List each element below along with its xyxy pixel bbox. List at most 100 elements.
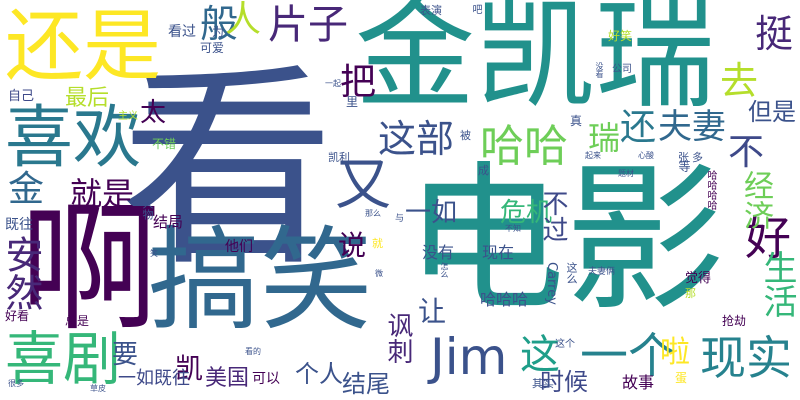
word-biaoyan: 表演 (420, 4, 442, 17)
word-kai: 凯 (175, 352, 204, 385)
word-gaoxiao: 搞笑 (148, 216, 372, 346)
word-fuqi: 夫妻 (658, 107, 726, 147)
word-jiushi: 就是 (70, 175, 135, 213)
word-haishi: 还是 (5, 2, 162, 92)
word-zhang: 张 (678, 151, 689, 164)
word-ren: 人 (225, 0, 262, 40)
word-shuo: 说 (338, 229, 367, 262)
word-fengci: 讽刺 (383, 312, 413, 364)
word-kan: 看 (120, 44, 335, 295)
word-yao: 要 (112, 340, 139, 370)
word-hahahaha: 哈哈哈哈 (705, 170, 716, 210)
word-duo: 多 (692, 151, 703, 164)
word-rui: 瑞 (588, 119, 621, 157)
word-dan: 蛋 (675, 371, 688, 385)
word-zhen: 真 (570, 114, 583, 128)
word-jim: Jim (430, 328, 508, 386)
word-yirujiwang: 一如既往 (118, 368, 190, 389)
word-xiao: 笑 (150, 249, 158, 258)
word-danshi: 但是 (748, 98, 796, 126)
word-rang: 让 (418, 295, 447, 328)
word-yige: 一个 (580, 328, 677, 384)
word-xihuan: 喜欢 (5, 99, 142, 178)
word-zongshi: 总是 (65, 314, 90, 328)
word-la: 啦 (660, 335, 690, 370)
word-hao: 好 (745, 211, 791, 265)
word-buguo: 不过 (538, 190, 568, 242)
word-ziji: 自己 (8, 89, 35, 104)
word-tamen: 他们 (225, 239, 253, 255)
word-meiyou: 没有 (422, 243, 455, 262)
word-cheng: 成 (478, 164, 489, 177)
word-jiwang: 既往 (5, 217, 33, 233)
word-xianshi: 现实 (700, 331, 792, 385)
word-zenme: 怎么 (440, 262, 449, 278)
word-haha: 哈哈 (480, 121, 568, 172)
word-qilai: 起来 (585, 151, 601, 160)
word-buzhi: 不知 (505, 224, 521, 233)
word-qu: 去 (720, 59, 759, 103)
word-dianying: 电影 (405, 146, 726, 333)
word-renwu: 人物 (141, 198, 154, 220)
word-deng: 等 (677, 160, 691, 172)
word-zhebu: 这部 (378, 117, 455, 161)
word-caopi: 草皮 (90, 384, 106, 393)
word-weiji: 危机 (500, 198, 553, 228)
word-shenghuo: 生活 (757, 250, 797, 318)
word-shihou: 时候 (540, 368, 588, 396)
word-zuihou: 最后 (65, 86, 110, 111)
word-jin: 金 (8, 169, 45, 210)
word-zhuyi: 主义 (118, 111, 138, 122)
word-ba: 把 (340, 62, 377, 103)
word-qishi: 其实 (532, 377, 554, 390)
word-yiqi: 一起 (325, 79, 341, 88)
word-name: 那么 (365, 209, 381, 218)
word-yu: 与 (395, 214, 405, 224)
word-a: 啊 (20, 188, 161, 351)
word-jieju: 结局 (153, 213, 184, 231)
word-jingji: 经济 (738, 170, 773, 230)
word-na: 那 (685, 287, 696, 300)
word-haoxiao: 好笑 (608, 29, 633, 43)
word-qiangjie: 抢劫 (722, 314, 747, 328)
word-zhe: 这 (520, 332, 560, 378)
word-zheme: 这么 (565, 262, 578, 284)
word-jiewei: 结尾 (342, 370, 390, 398)
word-zhege: 这个 (555, 339, 575, 350)
word-haokan: 好看 (5, 309, 30, 323)
word-kanguo: 看过 (168, 24, 196, 40)
word-bu: 不 (728, 132, 765, 173)
word-jiu: 就 (372, 237, 383, 250)
word-xiju: 喜剧 (5, 325, 122, 393)
word-ting: 挺 (755, 12, 794, 56)
word-kaili: 凯利 (328, 151, 350, 164)
word-kande: 看的 (245, 347, 261, 356)
word-meikan: 没看 (595, 62, 604, 78)
word-anran: 安然 (0, 235, 43, 311)
word-xianzai: 现在 (482, 243, 515, 262)
word-you: 又 (335, 153, 391, 218)
word-bei: 被 (460, 129, 471, 142)
word-keyi: 可以 (252, 371, 280, 387)
word-yiru: 一如 (405, 198, 458, 228)
word-juede: 觉得 (685, 271, 712, 286)
word-wei2: 微 (375, 269, 383, 278)
word-li: 里 (346, 95, 359, 109)
word-fuqilia: 夫妻俩 (588, 267, 616, 277)
word-tai: 太 (140, 98, 167, 128)
word-hai: 还 (620, 107, 657, 148)
word-ba2: 吧 (470, 4, 481, 14)
word-keai: 可爱 (200, 41, 225, 55)
word-bucuo: 不错 (152, 137, 177, 151)
word-ban: 般 (200, 2, 239, 46)
word-geren: 个人 (295, 360, 343, 388)
word-gongsi: 公司 (612, 64, 632, 75)
word-wei: 为 (212, 25, 225, 39)
word-ticai: 题材 (618, 169, 634, 178)
word-gushi: 故事 (622, 373, 655, 392)
word-jinkairui: 金凯瑞 (355, 0, 715, 125)
word-pianzi: 片子 (268, 2, 348, 48)
word-henduo: 很多 (8, 379, 24, 388)
word-meiguo: 美国 (205, 366, 250, 391)
